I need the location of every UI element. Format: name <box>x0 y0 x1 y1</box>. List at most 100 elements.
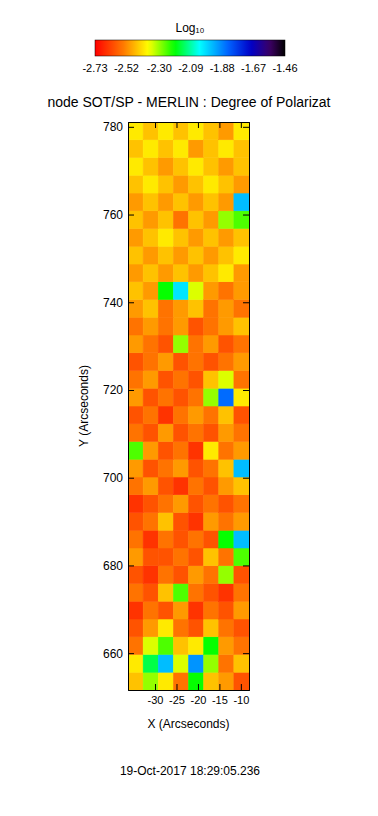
heatmap-cell <box>219 335 234 353</box>
heatmap-cell <box>234 654 249 672</box>
heatmap-cell <box>158 477 173 495</box>
x-axis: -30-25-20-15-10 <box>129 684 250 706</box>
heatmap-cell <box>204 193 219 211</box>
tick <box>243 478 249 479</box>
heatmap-cell <box>173 654 188 672</box>
tick-mark <box>243 302 249 303</box>
tick-mark <box>128 390 134 391</box>
heatmap-cell <box>173 388 188 406</box>
heatmap-cell <box>219 672 234 690</box>
tick: -30 <box>148 684 164 706</box>
axis-line <box>243 123 250 691</box>
heatmap-cell <box>143 211 158 229</box>
heatmap-cell <box>204 601 219 619</box>
heatmap-cell <box>143 229 158 247</box>
heatmap-cell <box>158 637 173 655</box>
heatmap-cell <box>143 193 158 211</box>
heatmap-cell <box>173 353 188 371</box>
heatmap-cell <box>219 193 234 211</box>
heatmap-cell <box>219 406 234 424</box>
axis-line <box>129 684 250 691</box>
heatmap-cell <box>234 282 249 300</box>
heatmap-cell <box>128 654 143 672</box>
heatmap-cell <box>173 513 188 531</box>
heatmap-cell <box>173 619 188 637</box>
heatmap-cell <box>204 353 219 371</box>
axis-line <box>129 123 250 129</box>
heatmap-cell <box>204 158 219 176</box>
heatmap-cell <box>234 388 249 406</box>
heatmap-cell <box>173 601 188 619</box>
tick: -25 <box>169 684 185 706</box>
heatmap-cell <box>204 370 219 388</box>
heatmap-cell <box>158 672 173 690</box>
tick-mark <box>243 478 249 479</box>
heatmap-cell <box>188 335 203 353</box>
heatmap-cell <box>204 477 219 495</box>
tick-mark <box>155 122 156 128</box>
heatmap-cell <box>158 193 173 211</box>
heatmap-cell <box>143 264 158 282</box>
heatmap-cell <box>234 300 249 318</box>
x-axis-title: X (Arcseconds) <box>147 717 229 731</box>
heatmap-cell <box>173 317 188 335</box>
heatmap-cell <box>219 282 234 300</box>
heatmap-cell <box>143 654 158 672</box>
heatmap-cell <box>173 495 188 513</box>
heatmap-cell <box>143 388 158 406</box>
heatmap-cell <box>204 583 219 601</box>
heatmap-cell <box>219 619 234 637</box>
axis-line <box>129 123 135 691</box>
heatmap-cell <box>173 583 188 601</box>
heatmap-cell <box>234 246 249 264</box>
heatmap-cell <box>234 672 249 690</box>
heatmap-cell <box>158 300 173 318</box>
heatmap-cell <box>143 637 158 655</box>
heatmap-cell <box>219 637 234 655</box>
heatmap-cell <box>188 264 203 282</box>
tick-label: 700 <box>103 471 123 485</box>
heatmap-cell <box>188 637 203 655</box>
heatmap-cell <box>158 317 173 335</box>
tick: -10 <box>233 684 249 706</box>
heatmap-cell <box>143 140 158 158</box>
heatmap-cell <box>173 637 188 655</box>
heatmap-cell <box>219 601 234 619</box>
heatmap-cell <box>219 264 234 282</box>
colorbar-tick-label: -2.30 <box>147 62 172 74</box>
heatmap-cell <box>219 495 234 513</box>
heatmap-cell <box>188 654 203 672</box>
heatmap-cell <box>128 246 143 264</box>
heatmap-cell <box>173 530 188 548</box>
heatmap-cell <box>204 513 219 531</box>
heatmap-cell <box>204 335 219 353</box>
tick-label: 660 <box>103 646 123 660</box>
heatmap-cell <box>219 442 234 460</box>
heatmap-cell <box>188 601 203 619</box>
tick-mark <box>198 122 199 128</box>
heatmap-cell <box>158 140 173 158</box>
heatmap-cell <box>188 442 203 460</box>
heatmap-cell <box>128 548 143 566</box>
heatmap-cell <box>128 370 143 388</box>
tick-mark <box>219 122 220 128</box>
heatmap-cell <box>128 442 143 460</box>
heatmap-cell <box>173 193 188 211</box>
heatmap-cell <box>173 264 188 282</box>
tick-mark <box>128 653 134 654</box>
heatmap-cell <box>173 122 188 140</box>
heatmap-cell <box>158 495 173 513</box>
x-axis-top <box>129 122 250 128</box>
tick: 680 <box>103 559 134 573</box>
heatmap-cell <box>128 158 143 176</box>
tick-mark <box>241 122 242 128</box>
heatmap-cell <box>128 335 143 353</box>
tick-mark <box>155 684 156 690</box>
tick: 720 <box>103 383 134 397</box>
heatmap-cell <box>204 300 219 318</box>
heatmap-cell <box>128 300 143 318</box>
heatmap-cell <box>234 335 249 353</box>
tick <box>219 122 220 128</box>
heatmap-cell <box>143 548 158 566</box>
heatmap-cell <box>128 122 143 140</box>
